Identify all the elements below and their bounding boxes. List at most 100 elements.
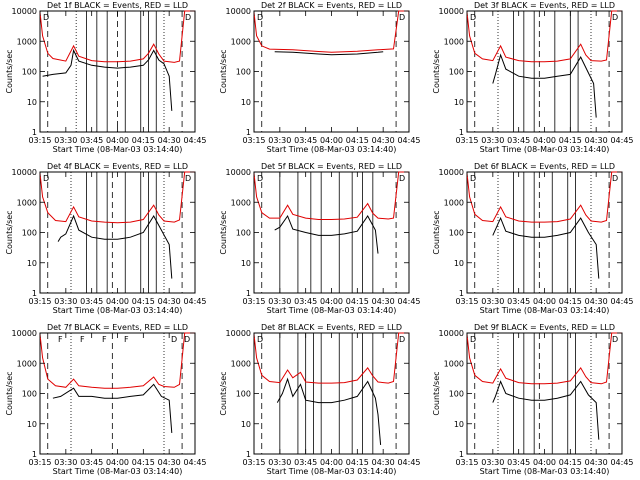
annotation-label: D: [184, 335, 190, 344]
x-tick-label: 04:45: [183, 297, 206, 306]
y-tick-label: 1: [459, 450, 464, 459]
panel-5: D D Det 5f BLACK = Events, RED = LLD 1 10 100…: [219, 162, 421, 315]
lld-series-line: [39, 10, 195, 63]
y-tick-label: 100: [449, 390, 464, 399]
x-tick-label: 04:00: [533, 458, 556, 467]
x-tick-label: 04:30: [585, 458, 608, 467]
lld-series-line: [466, 171, 622, 223]
y-tick-label: 100: [236, 390, 251, 399]
x-tick-label: 03:45: [507, 297, 530, 306]
annotation-label: D: [399, 13, 405, 22]
x-tick-label: 04:45: [397, 297, 420, 306]
y-tick-label: 1: [32, 450, 37, 459]
x-tick-label: 04:00: [320, 458, 343, 467]
y-tick-label: 10000: [226, 168, 251, 177]
annotation-label: D: [399, 174, 405, 183]
x-tick-label: 03:15: [242, 458, 265, 467]
annotation-label: D: [612, 335, 618, 344]
x-axis-label: Start Time (08-Mar-03 03:14:40): [480, 145, 610, 154]
x-tick-label: 04:15: [559, 297, 582, 306]
annotation-label: D: [257, 13, 263, 22]
x-axis-label: Start Time (08-Mar-03 03:14:40): [267, 306, 397, 315]
y-tick-label: 1: [246, 450, 251, 459]
annotation-label: D: [171, 335, 177, 344]
y-tick-label: 1000: [444, 359, 464, 368]
x-tick-label: 04:45: [610, 136, 633, 145]
annotation-label: D: [612, 174, 618, 183]
events-series-line: [274, 51, 384, 56]
lld-series-line: [39, 171, 195, 224]
plot-frame: [253, 10, 410, 133]
annotation-label: F: [58, 335, 63, 344]
x-tick-label: 04:30: [158, 297, 181, 306]
y-tick-label: 10000: [439, 7, 464, 16]
y-tick-label: 1: [32, 128, 37, 137]
x-tick-label: 04:15: [346, 297, 369, 306]
events-series-line: [492, 216, 600, 279]
y-tick-label: 1: [459, 128, 464, 137]
x-tick-label: 03:30: [268, 297, 291, 306]
annotation-label: F: [102, 335, 107, 344]
x-tick-label: 03:15: [28, 458, 51, 467]
y-axis-label: Counts/sec: [219, 371, 228, 415]
x-axis-label: Start Time (08-Mar-03 03:14:40): [480, 467, 610, 476]
x-tick-label: 04:15: [346, 136, 369, 145]
plot-frame: [466, 10, 623, 133]
x-tick-label: 04:30: [158, 136, 181, 145]
y-tick-label: 10000: [12, 168, 37, 177]
panel-9: D D Det 9f BLACK = Events, RED = LLD 1 10 100…: [432, 323, 634, 476]
x-tick-label: 04:45: [183, 136, 206, 145]
x-tick-label: 04:30: [372, 297, 395, 306]
x-tick-label: 04:45: [610, 458, 633, 467]
plot-frame: [253, 171, 410, 294]
x-tick-label: 04:30: [372, 458, 395, 467]
y-axis-label: Counts/sec: [432, 371, 441, 415]
y-tick-label: 10000: [12, 7, 37, 16]
x-tick-label: 03:45: [507, 136, 530, 145]
x-tick-label: 04:00: [106, 297, 129, 306]
lld-series-line: [466, 332, 622, 385]
y-tick-label: 1000: [444, 198, 464, 207]
x-tick-label: 04:30: [372, 136, 395, 145]
panel-title: Det 2f BLACK = Events, RED = LLD: [261, 1, 402, 10]
y-tick-label: 10: [454, 98, 464, 107]
panel-title: Det 3f BLACK = Events, RED = LLD: [474, 1, 615, 10]
x-tick-label: 04:00: [533, 136, 556, 145]
annotation-label: D: [257, 174, 263, 183]
panel-title: Det 1f BLACK = Events, RED = LLD: [47, 1, 188, 10]
x-tick-label: 03:15: [28, 136, 51, 145]
y-tick-label: 1000: [231, 359, 251, 368]
x-axis-label: Start Time (08-Mar-03 03:14:40): [53, 306, 183, 315]
x-tick-label: 03:30: [54, 297, 77, 306]
panel-title: Det 9f BLACK = Events, RED = LLD: [474, 323, 615, 332]
events-series-line: [52, 383, 173, 433]
x-tick-label: 04:45: [183, 458, 206, 467]
x-tick-label: 03:15: [28, 297, 51, 306]
lld-series-line: [466, 10, 622, 63]
panel-3: D D Det 3f BLACK = Events, RED = LLD 1 10 100…: [432, 1, 634, 154]
y-tick-label: 100: [449, 68, 464, 77]
annotation-label: D: [470, 13, 476, 22]
y-tick-label: 1000: [17, 37, 37, 46]
plot-frame: [253, 332, 410, 455]
y-tick-label: 100: [22, 390, 37, 399]
lld-series-line: [253, 10, 409, 53]
panel-title: Det 7f BLACK = Events, RED = LLD: [47, 323, 188, 332]
annotation-label: D: [43, 174, 49, 183]
y-tick-label: 1000: [17, 198, 37, 207]
annotation-label: D: [43, 13, 49, 22]
x-tick-label: 04:30: [585, 297, 608, 306]
y-axis-label: Counts/sec: [5, 49, 14, 93]
y-axis-label: Counts/sec: [5, 371, 14, 415]
annotation-label: D: [399, 335, 405, 344]
x-tick-label: 03:30: [481, 136, 504, 145]
lld-series-line: [253, 171, 409, 220]
events-series-line: [492, 53, 597, 118]
x-tick-label: 04:30: [585, 136, 608, 145]
y-tick-label: 1000: [231, 37, 251, 46]
x-tick-label: 04:00: [320, 297, 343, 306]
events-series-line: [492, 380, 600, 440]
x-tick-label: 03:30: [481, 458, 504, 467]
x-tick-label: 04:15: [132, 297, 155, 306]
